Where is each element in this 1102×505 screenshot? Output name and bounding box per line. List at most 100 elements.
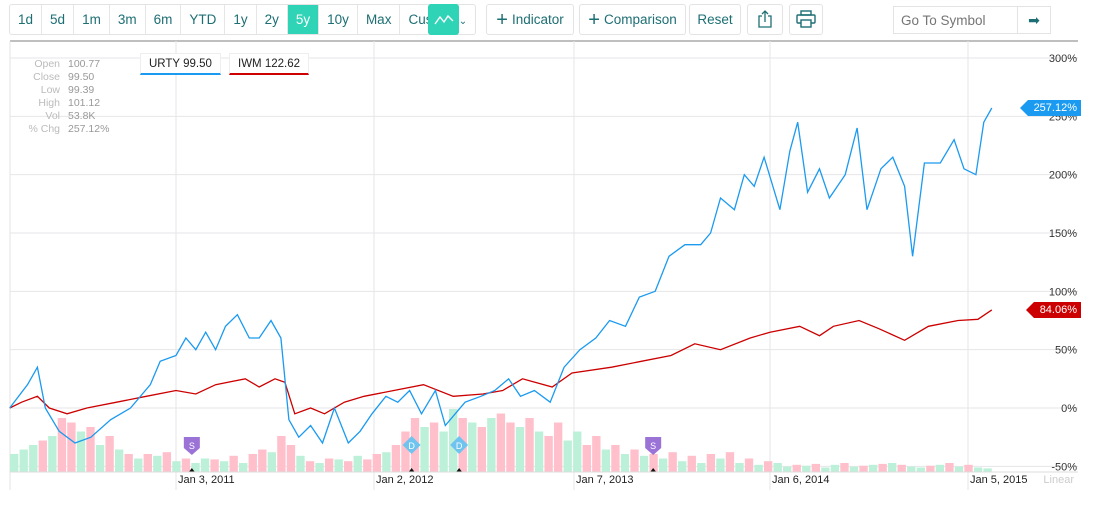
volume-bar xyxy=(840,463,849,472)
iwm-line xyxy=(9,309,993,415)
x-tick-label: Jan 3, 2011 xyxy=(178,474,235,486)
volume-bar xyxy=(86,427,95,472)
ohlc-label: Vol xyxy=(45,110,60,122)
event-marker-s[interactable]: S xyxy=(645,437,662,455)
line-chart-icon xyxy=(433,14,453,25)
volume-bar xyxy=(67,422,76,472)
volume-bar xyxy=(821,467,830,472)
range-5d[interactable]: 5d xyxy=(42,5,75,34)
scale-label: Linear xyxy=(1043,474,1074,486)
volume-bar xyxy=(668,452,677,472)
volume-bar xyxy=(401,431,410,472)
range-6m[interactable]: 6m xyxy=(146,5,182,34)
share-icon xyxy=(758,10,772,28)
volume-bar xyxy=(439,431,448,472)
volume-bar xyxy=(926,465,935,472)
indicator-button[interactable]: + Indicator xyxy=(486,4,574,35)
volume-bar xyxy=(134,458,143,472)
volume-bar xyxy=(573,431,582,472)
event-label: D xyxy=(408,441,415,451)
event-label: S xyxy=(189,441,195,451)
ohlc-readout: Open 100.77 Close 99.50 Low 99.39 High 101.12 Vo… xyxy=(20,58,109,136)
volume-bar xyxy=(754,464,763,472)
x-tick-label: Jan 6, 2014 xyxy=(772,474,830,486)
range-1y[interactable]: 1y xyxy=(225,5,257,34)
ohlc-label: % Chg xyxy=(28,123,60,135)
volume-bar xyxy=(601,449,611,472)
dividend-icon xyxy=(450,436,469,454)
event-pointer-icon xyxy=(188,468,195,472)
range-5y[interactable]: 5y xyxy=(287,5,320,34)
share-button[interactable] xyxy=(747,4,783,35)
legend-urty[interactable]: URTY 99.50 xyxy=(140,53,221,75)
volume-bar xyxy=(706,454,716,472)
volume-bar xyxy=(649,454,658,472)
volume-bar xyxy=(477,427,486,472)
volume-bar xyxy=(678,461,687,472)
ohlc-label: High xyxy=(38,97,60,109)
volume-bar xyxy=(534,431,544,472)
range-max[interactable]: Max xyxy=(358,5,401,34)
plus-icon: + xyxy=(496,9,508,31)
volume-bar xyxy=(95,445,105,472)
volume-bar xyxy=(773,463,782,472)
volume-bar xyxy=(792,464,801,472)
plus-icon: + xyxy=(588,9,600,31)
split-icon xyxy=(645,437,662,455)
volume-bar xyxy=(983,468,992,472)
ohlc-value: 257.12% xyxy=(68,123,110,135)
volume-bar xyxy=(181,458,191,472)
volume-bar xyxy=(305,461,315,472)
volume-bar xyxy=(716,458,725,472)
volume-bar xyxy=(763,461,773,472)
volume-bar xyxy=(553,422,563,472)
ohlc-row: High 101.12 xyxy=(20,97,109,110)
volume-bar xyxy=(515,427,525,472)
volume-bar xyxy=(725,452,735,472)
range-2y[interactable]: 2y xyxy=(257,5,288,34)
volume-bar xyxy=(449,409,458,472)
range-1m[interactable]: 1m xyxy=(74,5,110,34)
ohlc-row: Vol 53.8K xyxy=(20,110,109,123)
event-label: S xyxy=(650,441,656,451)
volume-bar xyxy=(935,464,945,472)
volume-bar xyxy=(172,461,181,472)
dividend-icon xyxy=(402,436,421,454)
go-arrow-button[interactable]: ➡ xyxy=(1018,7,1050,33)
volume-bar xyxy=(868,464,878,472)
volume-bar xyxy=(191,463,200,472)
volume-bar xyxy=(964,464,973,472)
x-tick-label: Jan 5, 2015 xyxy=(970,474,1028,486)
volume-bar xyxy=(611,445,620,472)
x-tick-label: Jan 2, 2012 xyxy=(376,474,434,486)
range-3m[interactable]: 3m xyxy=(110,5,146,34)
volume-bar xyxy=(830,464,840,472)
volume-bar xyxy=(229,455,238,472)
comparison-button[interactable]: + Comparison xyxy=(579,4,686,35)
volume-bar xyxy=(57,418,67,472)
volume-bar xyxy=(563,440,572,472)
volume-bar xyxy=(382,452,391,472)
range-1d[interactable]: 1d xyxy=(10,5,43,34)
volume-bar xyxy=(639,455,649,472)
printer-icon xyxy=(796,10,816,28)
volume-bar xyxy=(658,458,668,472)
volume-bar xyxy=(849,466,859,472)
reset-button[interactable]: Reset xyxy=(689,4,741,35)
range-ytd[interactable]: YTD xyxy=(181,5,226,34)
legend-iwm[interactable]: IWM 122.62 xyxy=(229,53,309,75)
ohlc-value: 99.50 xyxy=(68,71,95,83)
volume-bar xyxy=(219,461,229,472)
event-marker-d[interactable]: D xyxy=(450,436,469,454)
volume-bar xyxy=(496,413,506,472)
event-marker-d[interactable]: D xyxy=(402,436,421,454)
range-10y[interactable]: 10y xyxy=(319,5,358,34)
ohlc-value: 99.39 xyxy=(68,84,95,96)
chart-type-button[interactable] xyxy=(428,4,459,35)
symbol-input[interactable] xyxy=(894,7,1018,33)
event-marker-s[interactable]: S xyxy=(183,437,200,455)
volume-bar xyxy=(344,461,353,472)
iwm-last-value-tag: 84.06% xyxy=(1025,301,1081,318)
print-button[interactable] xyxy=(789,4,823,35)
